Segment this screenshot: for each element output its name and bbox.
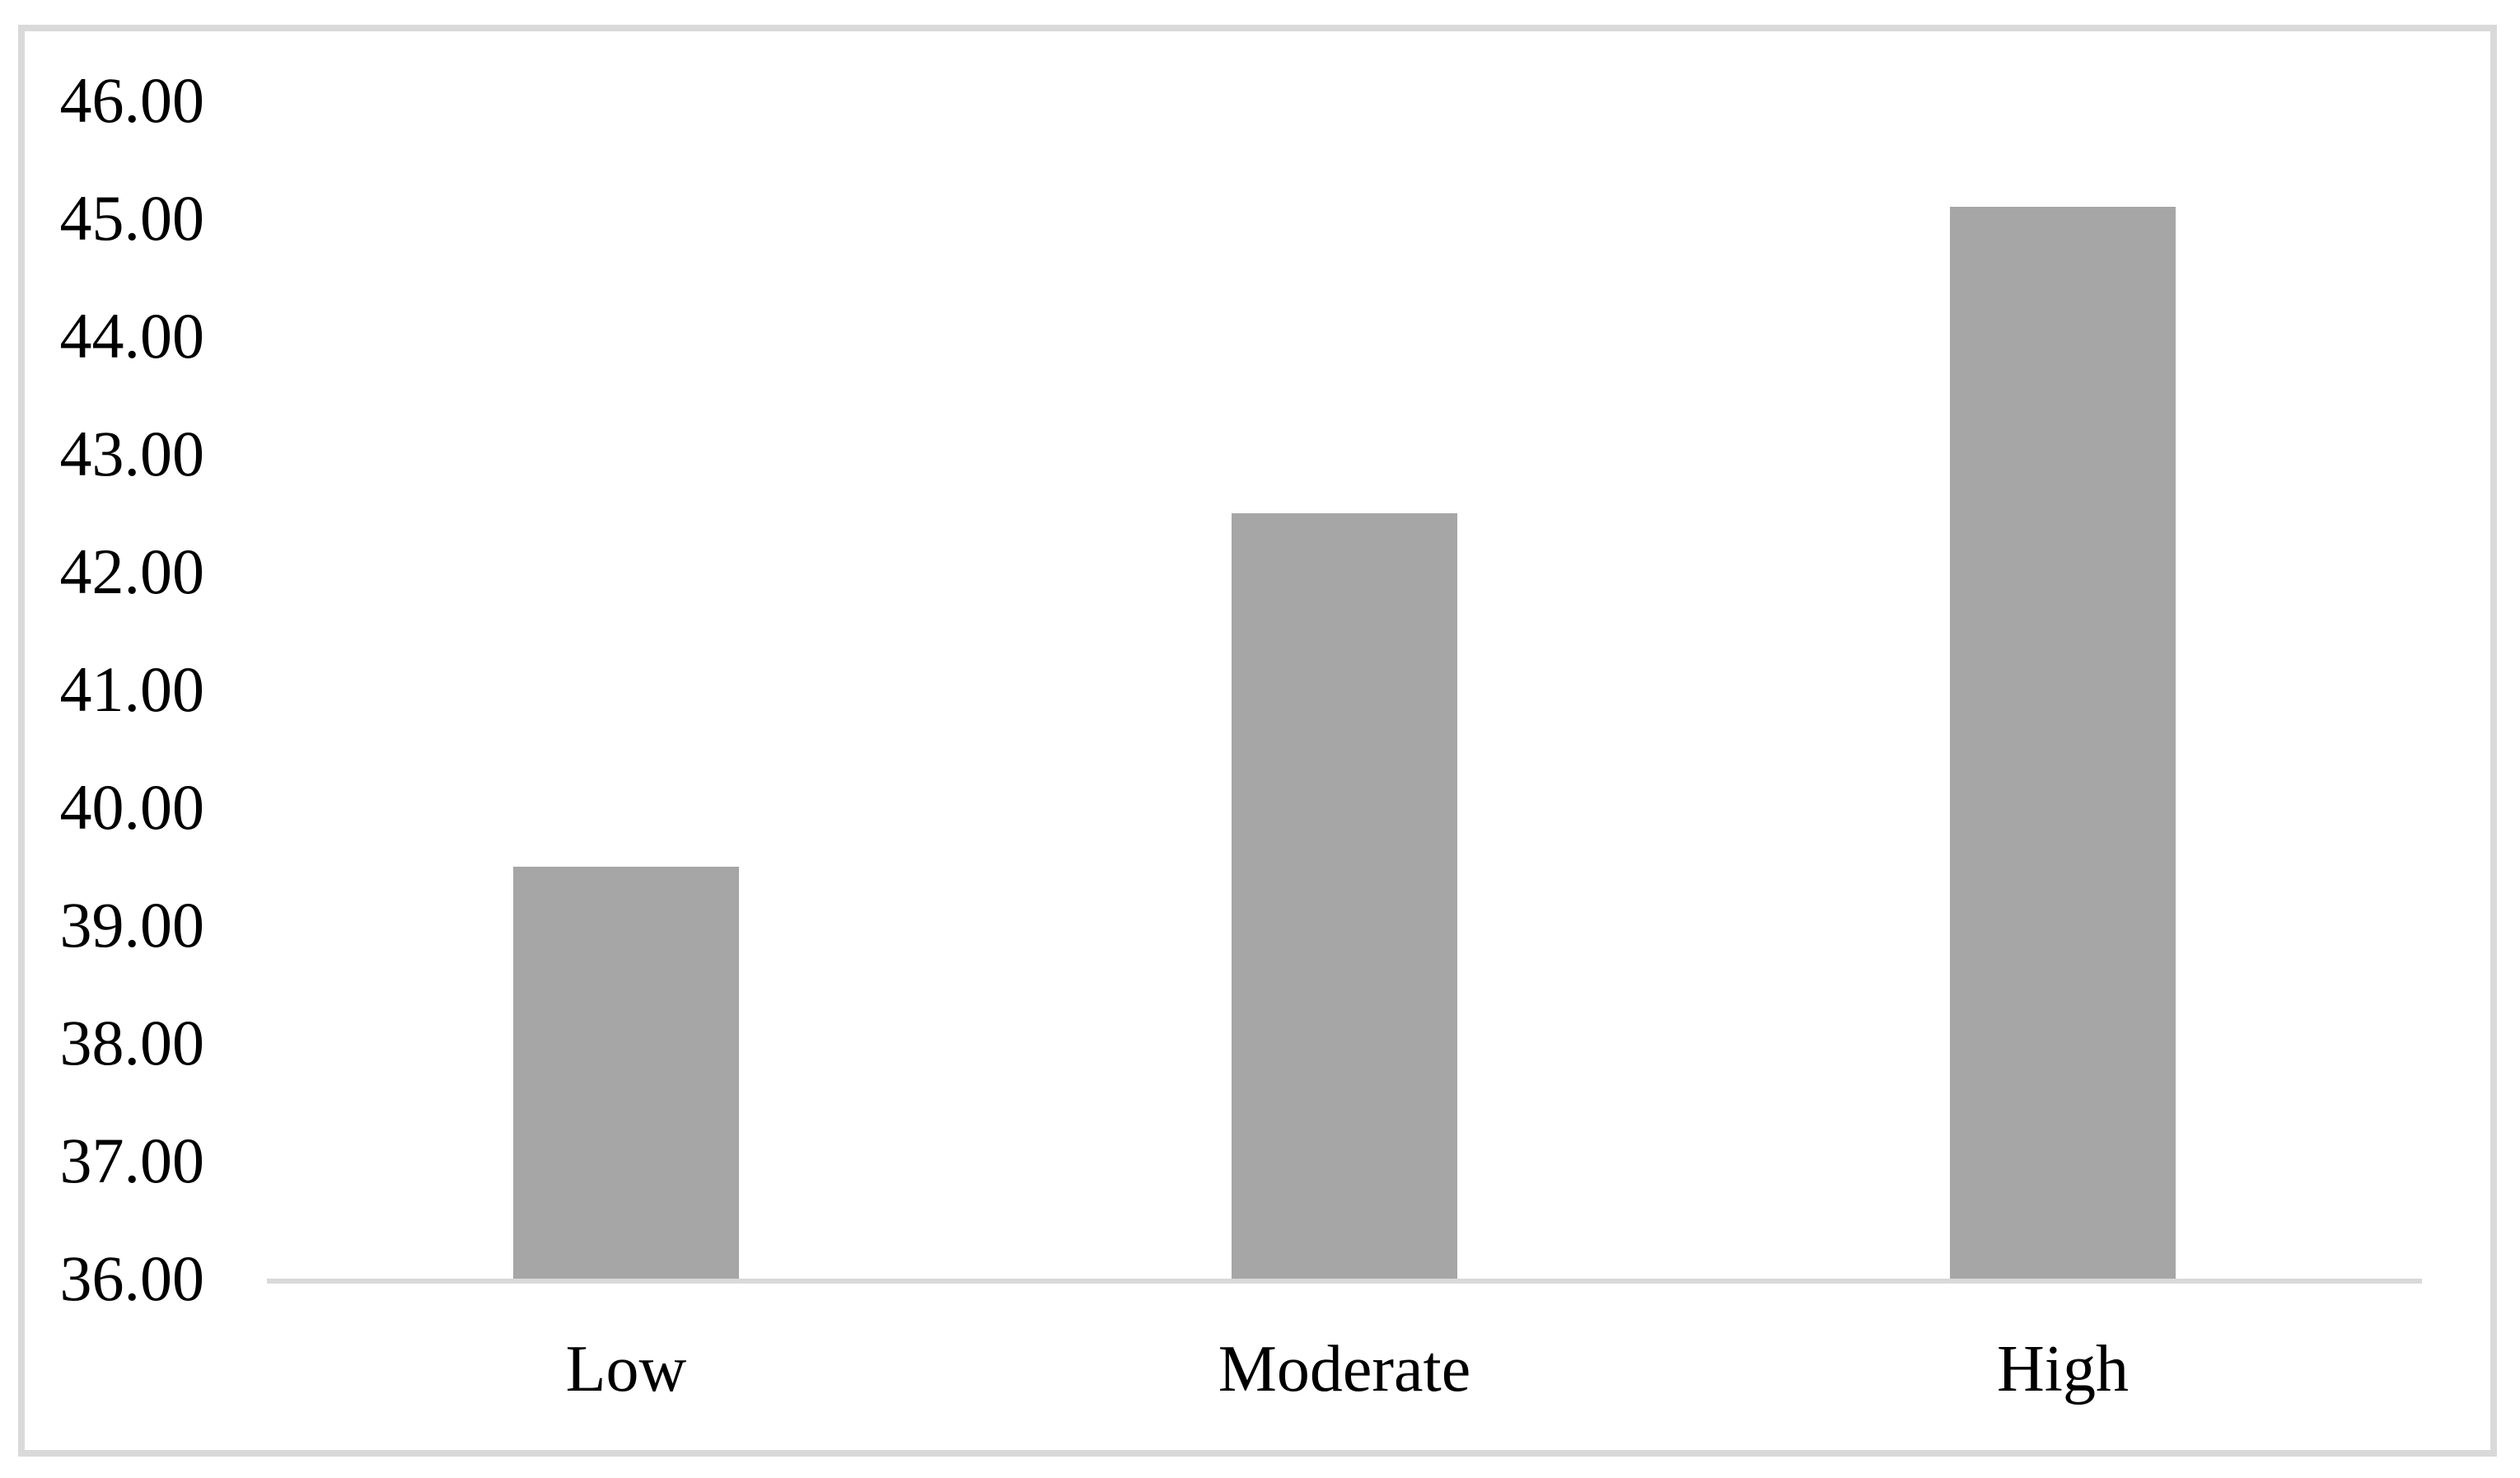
y-tick-label: 37.00	[59, 1125, 205, 1196]
y-tick-label: 44.00	[59, 300, 205, 372]
y-tick-label: 46.00	[59, 64, 205, 136]
y-tick-label: 39.00	[59, 889, 205, 961]
category-label-low: Low	[565, 1333, 687, 1406]
y-tick-label: 43.00	[59, 418, 205, 489]
y-tick-label: 42.00	[59, 536, 205, 607]
bar-low	[513, 866, 739, 1279]
category-label-high: High	[1997, 1333, 2129, 1406]
bar-high	[1950, 206, 2176, 1279]
y-tick-label: 41.00	[59, 653, 205, 725]
y-tick-label: 45.00	[59, 182, 205, 254]
bar-moderate	[1232, 512, 1457, 1279]
x-axis-line	[267, 1279, 2422, 1284]
y-tick-label: 38.00	[59, 1007, 205, 1078]
category-label-moderate: Moderate	[1218, 1333, 1471, 1406]
y-tick-label: 36.00	[59, 1242, 205, 1314]
y-tick-label: 40.00	[59, 771, 205, 843]
